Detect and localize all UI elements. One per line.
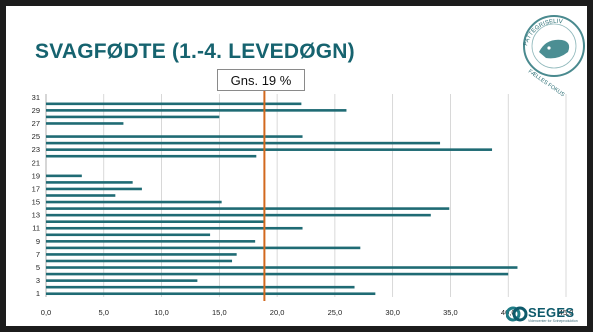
bar (46, 109, 347, 112)
bar (46, 200, 222, 204)
x-tick-label: 15,0 (212, 308, 227, 317)
y-tick-label: 17 (32, 184, 40, 193)
y-tick-label: 3 (36, 276, 40, 285)
x-tick-label: 10,0 (154, 308, 169, 317)
bar (46, 285, 355, 289)
bar (46, 240, 256, 243)
bar (46, 141, 441, 145)
bar (46, 122, 124, 125)
x-tick-label: 0,0 (41, 308, 51, 317)
y-tick-label: 21 (32, 158, 40, 167)
y-tick-label: 27 (32, 119, 40, 128)
y-tick-label: 25 (32, 132, 40, 141)
x-tick-label: 30,0 (385, 308, 400, 317)
slide: SVAGFØDTE (1.-4. LEVEDØGN) PATTEGRISELIV… (6, 6, 587, 326)
bar (46, 174, 82, 178)
seges-logo: SEGES Videncenter for Svineproduktion (506, 304, 586, 326)
y-tick-label: 29 (32, 106, 40, 115)
y-tick-label: 15 (32, 198, 40, 207)
y-tick-label: 5 (36, 263, 40, 272)
bar (46, 259, 233, 263)
bar (46, 154, 257, 158)
slide-title: SVAGFØDTE (1.-4. LEVEDØGN) (35, 40, 355, 63)
bar (46, 187, 142, 191)
x-tick-label: 20,0 (270, 308, 285, 317)
seges-subtitle: Videncenter for Svineproduktion (528, 319, 578, 323)
bar (46, 102, 302, 106)
x-tick-label: 5,0 (99, 308, 109, 317)
x-tick-label: 25,0 (328, 308, 343, 317)
bar (46, 253, 237, 256)
bar (46, 272, 509, 276)
y-tick-label: 7 (36, 250, 40, 259)
bar (46, 233, 211, 237)
bar (46, 115, 220, 119)
bar (46, 292, 376, 296)
seges-mark-icon (506, 306, 528, 322)
seges-name: SEGES (528, 305, 575, 320)
y-tick-label: 1 (36, 289, 40, 298)
bar (46, 207, 450, 210)
bar (46, 148, 493, 151)
average-label: Gns. 19 % (217, 69, 305, 91)
y-tick-label: 13 (32, 211, 40, 220)
bar (46, 226, 303, 230)
x-tick-label: 45,0 (559, 308, 574, 317)
y-tick-label: 9 (36, 237, 40, 246)
y-tick-label: 31 (32, 93, 40, 102)
bar (46, 266, 518, 269)
bar (46, 135, 303, 138)
y-tick-label: 19 (32, 171, 40, 180)
bar (46, 246, 361, 250)
y-tick-label: 11 (32, 224, 40, 233)
x-tick-label: 35,0 (443, 308, 458, 317)
y-tick-label: 23 (32, 145, 40, 154)
bar (46, 181, 133, 184)
bar (46, 194, 116, 197)
bar (46, 213, 431, 217)
bar (46, 279, 198, 282)
bar (46, 220, 265, 223)
